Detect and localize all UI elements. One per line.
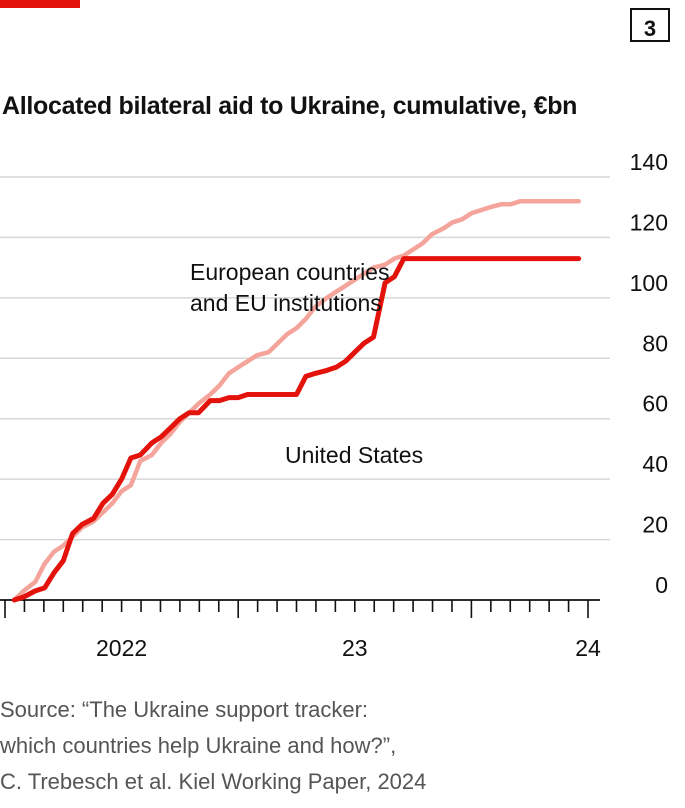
europe-series-line [12,198,581,603]
chart-title: Allocated bilateral aid to Ukraine, cumu… [2,92,578,120]
us-series-line [11,256,582,603]
source-line: C. Trebesch et al. Kiel Working Paper, 2… [0,769,427,794]
y-axis-tick-labels: 0 20 40 60 80 100 120 140 [630,150,668,598]
gridlines [0,176,610,541]
source-note: Source: “The Ukraine support tracker: wh… [0,692,426,800]
y-tick-label: 20 [642,512,668,538]
x-tick-label: 23 [342,635,368,661]
y-tick-label: 100 [630,270,668,296]
y-tick-label: 60 [642,391,668,417]
line-chart: 0 20 40 60 80 100 120 140 2022 23 24 European cou… [0,150,668,661]
series-label: European countries [190,259,389,285]
y-tick-label: 140 [630,150,668,175]
y-tick-label: 120 [630,209,668,235]
x-tick-label: 24 [575,635,601,661]
source-line: Source: “The Ukraine support tracker: [0,697,369,722]
source-line: which countries help Ukraine and how?”, [0,733,397,758]
y-tick-label: 80 [642,330,668,356]
y-tick-label: 40 [642,451,668,477]
page-number-badge: 3 [630,8,670,42]
y-tick-label: 0 [655,572,668,598]
series-labels: European countries and EU institutions Uni… [190,259,423,468]
series-label: and EU institutions [190,290,382,316]
series-lines [11,198,582,603]
x-axis: 2022 23 24 [0,599,601,661]
series-label: United States [285,442,423,468]
header-accent-rule [0,0,80,8]
x-tick-label: 2022 [96,635,147,661]
